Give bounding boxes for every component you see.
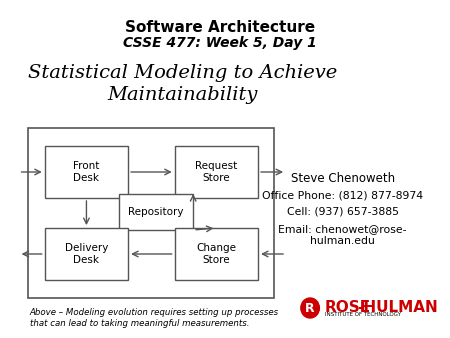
Bar	[175, 146, 258, 198]
Text: Delivery
Desk: Delivery Desk	[65, 243, 108, 265]
Text: Statistical Modeling to Achieve
Maintainability: Statistical Modeling to Achieve Maintain…	[28, 64, 338, 104]
Bar	[45, 146, 128, 198]
Text: INSTITUTE OF TECHNOLOGY: INSTITUTE OF TECHNOLOGY	[325, 312, 401, 317]
Bar	[119, 194, 193, 230]
Text: ROSE: ROSE	[325, 300, 371, 315]
Text: Repository: Repository	[128, 207, 184, 217]
Text: Cell: (937) 657-3885: Cell: (937) 657-3885	[287, 207, 399, 217]
Text: -HULMAN: -HULMAN	[357, 300, 438, 315]
Text: Software Architecture: Software Architecture	[125, 20, 315, 35]
Text: CSSE 477: Week 5, Day 1: CSSE 477: Week 5, Day 1	[123, 36, 317, 50]
Text: Change
Store: Change Store	[196, 243, 236, 265]
Text: R: R	[305, 301, 315, 314]
Text: Above – Modeling evolution requires setting up processes
that can lead to taking: Above – Modeling evolution requires sett…	[30, 308, 279, 329]
Bar	[175, 228, 258, 280]
Text: Office Phone: (812) 877-8974: Office Phone: (812) 877-8974	[262, 190, 423, 200]
Circle shape	[301, 298, 320, 318]
Bar	[45, 228, 128, 280]
Text: Request
Store: Request Store	[195, 161, 238, 183]
Text: Front
Desk: Front Desk	[73, 161, 99, 183]
Text: Email: chenowet@rose-
hulman.edu: Email: chenowet@rose- hulman.edu	[279, 224, 407, 246]
Bar	[28, 128, 274, 298]
Text: Steve Chenoweth: Steve Chenoweth	[291, 172, 395, 185]
